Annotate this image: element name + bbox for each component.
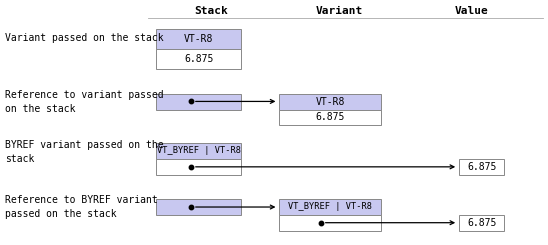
FancyBboxPatch shape [279, 110, 381, 125]
Text: Value: Value [454, 6, 488, 16]
Text: Variant: Variant [316, 6, 363, 16]
FancyBboxPatch shape [156, 159, 241, 175]
Text: Stack: Stack [194, 6, 228, 16]
Text: 6.875: 6.875 [467, 162, 496, 172]
FancyBboxPatch shape [279, 94, 381, 110]
FancyBboxPatch shape [156, 94, 241, 110]
FancyBboxPatch shape [279, 199, 381, 215]
Text: BYREF variant passed on the: BYREF variant passed on the [5, 140, 164, 150]
Text: VT-R8: VT-R8 [316, 97, 345, 107]
Text: Reference to variant passed: Reference to variant passed [5, 90, 164, 100]
FancyBboxPatch shape [156, 29, 241, 49]
Text: Reference to BYREF variant: Reference to BYREF variant [5, 195, 158, 205]
FancyBboxPatch shape [156, 49, 241, 69]
FancyBboxPatch shape [459, 159, 504, 175]
FancyBboxPatch shape [279, 215, 381, 231]
Text: 6.875: 6.875 [467, 218, 496, 228]
Text: VT-R8: VT-R8 [184, 34, 213, 44]
FancyBboxPatch shape [459, 215, 504, 231]
Text: passed on the stack: passed on the stack [5, 209, 117, 219]
FancyBboxPatch shape [156, 199, 241, 215]
Text: Variant passed on the stack: Variant passed on the stack [5, 33, 164, 43]
Text: on the stack: on the stack [5, 104, 76, 113]
FancyBboxPatch shape [156, 143, 241, 159]
Text: 6.875: 6.875 [184, 54, 213, 64]
Text: 6.875: 6.875 [316, 112, 345, 122]
Text: VT_BYREF | VT-R8: VT_BYREF | VT-R8 [288, 202, 372, 211]
Text: VT_BYREF | VT-R8: VT_BYREF | VT-R8 [157, 146, 241, 155]
Text: stack: stack [5, 154, 35, 164]
